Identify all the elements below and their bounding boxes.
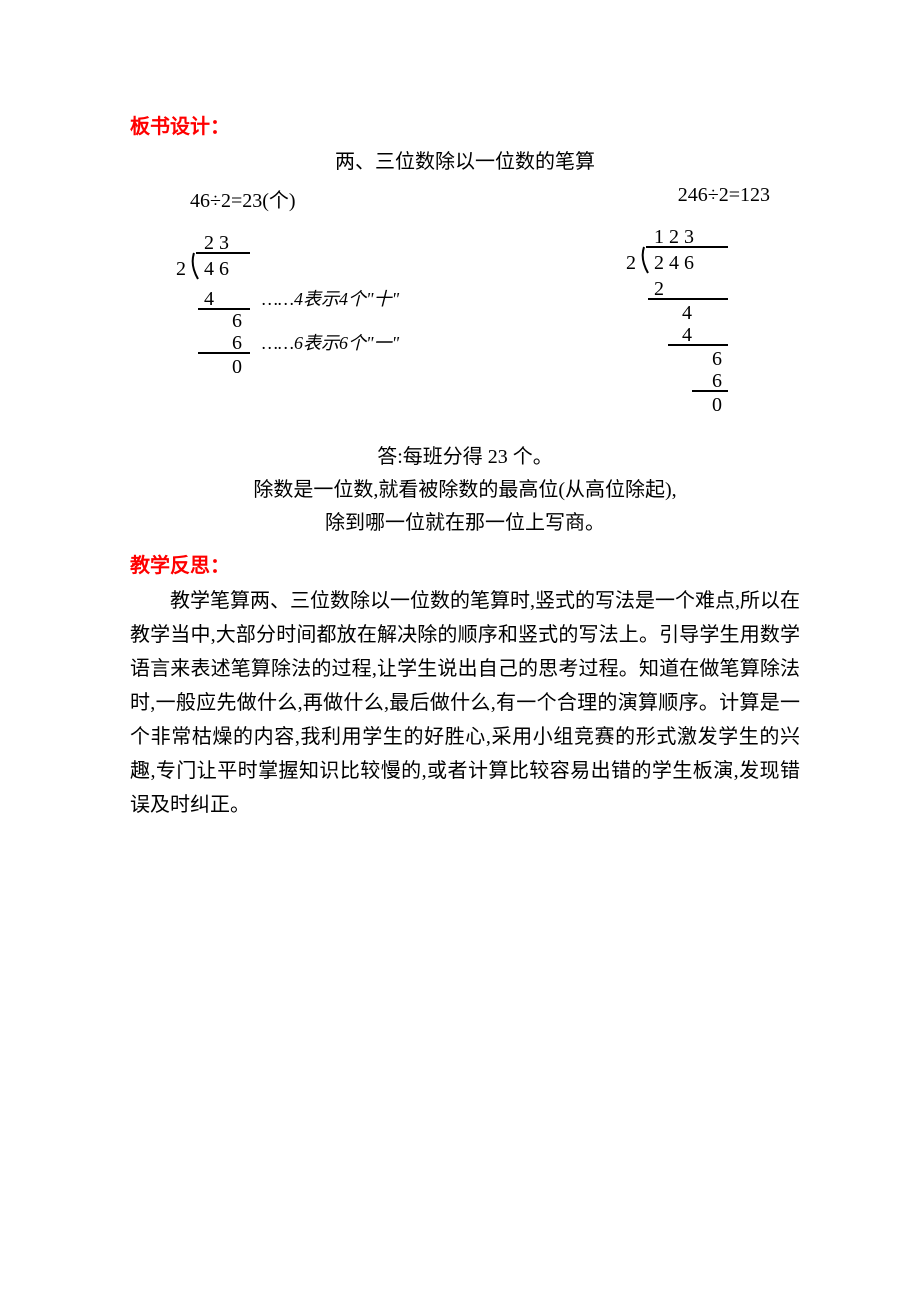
board-rule-1: 除数是一位数,就看被除数的最高位(从高位除起), xyxy=(130,473,800,502)
ld-left-step-num: 4 xyxy=(204,288,214,310)
ld-left-step-annot: ……4表示4个"十" xyxy=(262,289,400,309)
equation-right: 246÷2=123 xyxy=(678,184,770,213)
ld-right-dividend: 2 4 6 xyxy=(654,252,694,274)
board-rule-2: 除到哪一位就在那一位上写商。 xyxy=(130,506,800,535)
ld-right-bracket xyxy=(643,247,648,273)
ld-left-steps: 4 ……4表示4个"十" 66 ……6表示6个"一" 0 xyxy=(198,288,400,378)
ld-left-quotient: 2 3 xyxy=(204,232,229,254)
board-title: 两、三位数除以一位数的笔算 xyxy=(130,145,800,174)
document-page: 板书设计： 两、三位数除以一位数的笔算 46÷2=23(个) 246÷2=123… xyxy=(0,0,920,1302)
long-division-row: 2 3 2 4 6 4……4表示4个"十"66……6表示6个"一"0 1 2 3… xyxy=(130,213,800,428)
ld-right-step-num: 2 xyxy=(654,278,664,300)
ld-right-step-num: 6 xyxy=(712,348,722,370)
heading-reflection: 教学反思： xyxy=(130,549,800,578)
ld-left-bracket xyxy=(193,253,198,279)
equations-row: 46÷2=23(个) 246÷2=123 xyxy=(130,184,800,213)
ld-left-step-num: 6 xyxy=(232,310,242,332)
ld-right-step-num: 4 xyxy=(682,302,692,324)
ld-right-steps: 244660 xyxy=(648,278,728,416)
long-division-right: 1 2 3 2 2 4 6 244660 xyxy=(620,223,760,428)
equation-left: 46÷2=23(个) xyxy=(190,184,296,213)
long-division-left: 2 3 2 4 6 4 ……4表示4个"十" 66 ……6表示6个"一" 0 xyxy=(170,223,470,398)
ld-left-step-num: 0 xyxy=(232,356,242,378)
ld-left-divisor: 2 xyxy=(176,258,186,280)
ld-right-step-num: 4 xyxy=(682,324,692,346)
ld-left-step-num: 6 xyxy=(232,332,242,354)
ld-right-divisor: 2 xyxy=(626,252,636,274)
board-answer: 答:每班分得 23 个。 xyxy=(130,440,800,469)
heading-board-design: 板书设计： xyxy=(130,110,800,139)
ld-left-dividend: 4 6 xyxy=(204,258,229,280)
reflection-text: 教学笔算两、三位数除以一位数的笔算时,竖式的写法是一个难点,所以在教学当中,大部… xyxy=(130,590,800,816)
ld-right-quotient: 1 2 3 xyxy=(654,226,694,248)
reflection-paragraph: 教学笔算两、三位数除以一位数的笔算时,竖式的写法是一个难点,所以在教学当中,大部… xyxy=(130,584,800,822)
ld-right-step-num: 6 xyxy=(712,370,722,392)
ld-right-step-num: 0 xyxy=(712,394,722,416)
ld-left-step-annot: ……6表示6个"一" xyxy=(262,333,400,353)
